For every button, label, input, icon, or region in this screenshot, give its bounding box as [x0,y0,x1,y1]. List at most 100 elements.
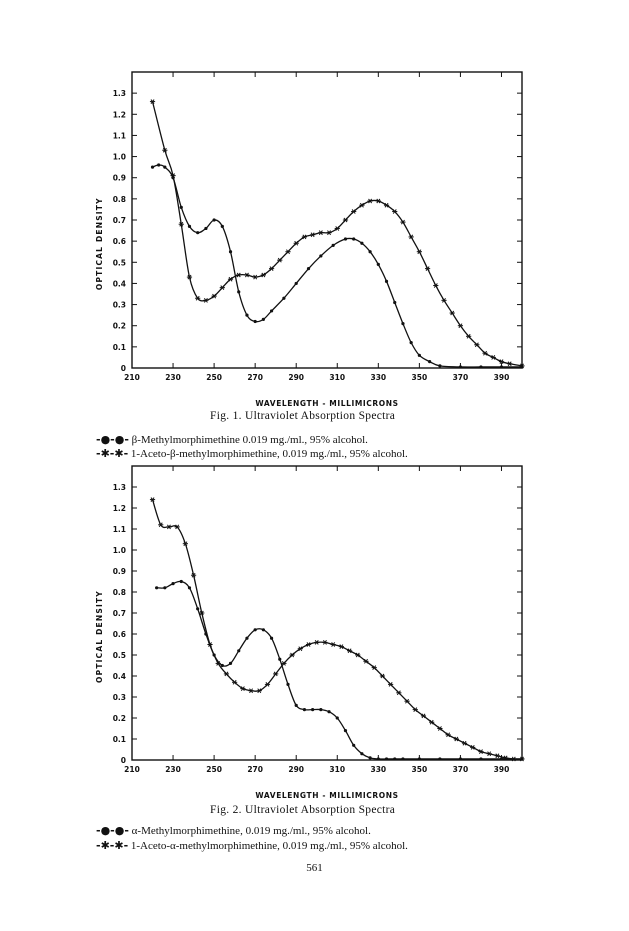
figure-1-chart: 210 230 250 270 290 310 330 350 370 390 0 0.1 0.2 0.3… [95,71,525,408]
y-tick-label: 0.5 [113,651,126,660]
legend-star-symbol: -✱-✱- [96,447,129,460]
legend-dot-text: α-Methylmorphimethine, 0.019 mg./ml., 95… [131,825,371,837]
data-point-star [207,642,213,647]
y-tick-label: 1.2 [113,504,126,513]
data-point-star [342,217,349,223]
data-point-star [474,342,480,348]
figure-1-legend-star: -✱-✱- 1-Aceto-β-methylmorphimethine, 0.0… [96,447,408,460]
data-point-star [215,661,221,666]
data-point-star [433,283,439,288]
y-tick-label: 0.8 [113,195,126,204]
figure-2-legend-dot: -●-●- α-Methylmorphimethine, 0.019 mg./m… [96,824,371,837]
data-point-dot [458,365,463,369]
data-point-dot [438,757,442,761]
y-tick-label: 0.4 [113,672,126,681]
data-point-star [457,323,464,329]
data-point-dot [376,262,380,266]
x-tick-label: 390 [494,765,510,774]
data-point-dot [157,163,161,167]
data-point-dot [352,743,356,747]
data-point-star [478,749,484,754]
data-point-star [162,147,168,153]
data-point-star [383,202,390,208]
data-point-star [326,230,332,236]
plot-frame [131,465,523,761]
data-point-dot [319,708,323,712]
x-tick-label: 270 [247,765,263,774]
y-tick-label: 1.2 [113,110,126,119]
data-point-dot [393,300,397,305]
data-point-dot [376,757,380,761]
data-point-star [314,640,320,645]
data-point-dot [253,319,257,324]
data-point-dot [163,165,167,169]
data-point-dot [237,649,241,653]
data-point-star [404,698,410,704]
series-star-line [151,101,523,367]
data-point-dot [360,241,364,245]
figure-1-caption: Fig. 1. Ultraviolet Absorption Spectra [210,410,396,422]
data-point-star [248,688,254,694]
x-tick-label: 350 [412,373,428,382]
y-tick-label: 0.1 [113,735,126,744]
data-point-dot [253,628,257,632]
data-point-dot [155,586,159,590]
data-point-star [240,686,246,691]
y-tick-label: 0.7 [113,609,126,618]
data-point-dot [261,317,265,321]
data-point-dot [261,628,265,632]
data-point-star [445,732,451,738]
data-point-dot [228,250,233,254]
y-tick-label: 0.1 [113,343,126,352]
x-tick-label: 250 [206,765,222,774]
data-point-star [437,726,443,731]
data-point-dot [311,708,315,712]
plot-frame [131,71,523,369]
data-point-dot [479,757,483,761]
data-point-dot [302,708,307,712]
y-tick-label: 0.8 [113,588,126,597]
data-point-star [232,679,238,685]
x-tick-label: 390 [494,373,510,382]
figure-2-legend-star: -✱-✱- 1-Aceto-α-methylmorphimethine, 0.0… [96,839,408,852]
data-point-star [318,230,324,236]
legend-dot-symbol: -●-●- [96,824,129,837]
data-point-star [388,682,394,687]
x-tick-label: 310 [329,765,345,774]
data-point-dot [204,226,208,231]
data-point-dot [306,267,311,271]
y-tick-label: 0.5 [113,258,126,267]
data-point-dot [335,716,339,720]
data-point-dot [360,752,364,756]
data-point-dot [294,703,298,707]
data-point-star [223,671,230,677]
y-tick-label: 0 [121,364,126,373]
data-point-dot [319,254,323,258]
data-point-star [408,234,414,240]
data-point-dot [187,586,192,590]
data-point-star [502,755,509,761]
legend-star-text: 1-Aceto-α-methylmorphimethine, 0.019 mg.… [130,840,408,852]
data-point-dot [179,205,183,209]
data-point-dot [171,582,175,586]
y-tick-label: 0.3 [113,693,126,702]
data-point-star [260,272,266,278]
data-point-dot [212,218,216,222]
data-point-dot [384,279,389,283]
data-point-star [379,673,386,679]
data-point-star [494,753,500,759]
x-tick-label: 290 [288,765,304,774]
series-dot-line [156,580,522,760]
data-point-star [174,524,180,530]
data-point-star [490,355,496,360]
data-point-star [392,209,398,214]
figure-1-legend-dot: -●-●- β-Methylmorphimethine 0.019 mg./ml… [96,433,368,446]
data-point-star [363,658,369,664]
legend-star-text: 1-Aceto-β-methylmorphimethine, 0.019 mg.… [130,448,408,460]
y-axis-label: OPTICAL DENSITY [95,590,104,683]
data-point-dot [187,224,192,228]
data-point-star [482,350,488,356]
data-point-star [301,234,308,240]
data-point-star [466,333,472,339]
